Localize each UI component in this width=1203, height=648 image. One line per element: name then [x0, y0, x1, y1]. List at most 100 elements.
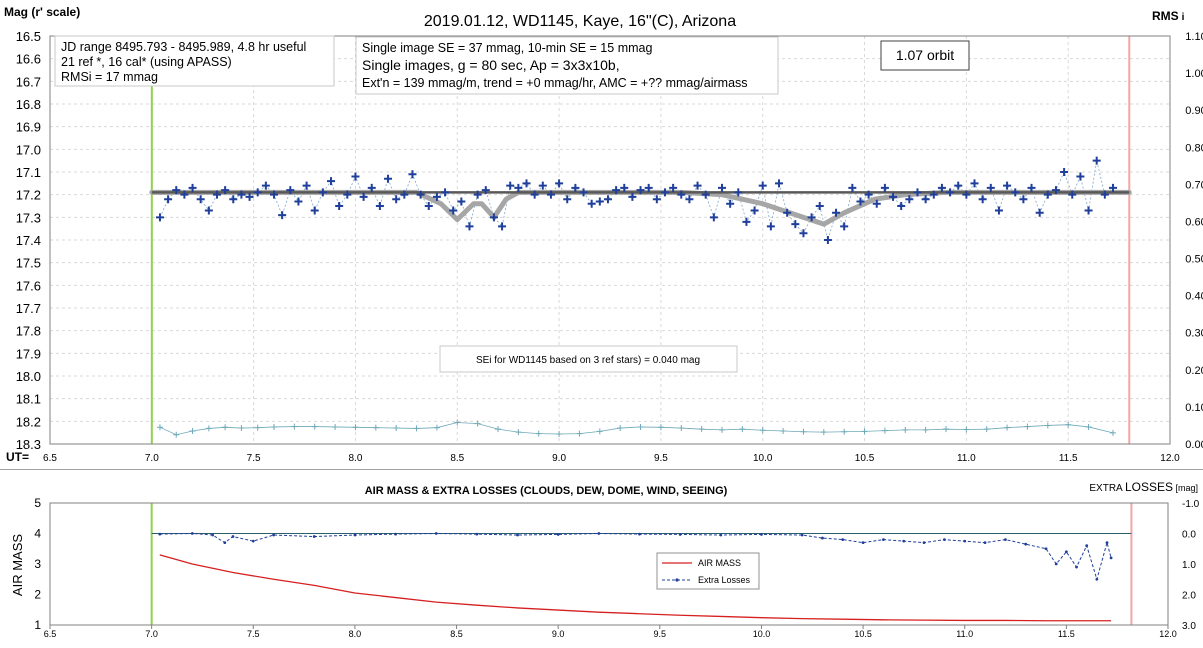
top-y-tick-label: 16.6 — [16, 52, 41, 67]
panel-divider — [0, 469, 1203, 470]
bottom-extra-losses-point — [1085, 544, 1089, 548]
top-chart-ylabel: Mag (r' scale) — [4, 5, 80, 19]
top-y2-tick-label: 0.10 — [1185, 402, 1203, 414]
top-rms-point — [983, 426, 990, 433]
top-rms-point — [556, 430, 563, 437]
top-y2-tick-label: 0.90 — [1185, 105, 1203, 117]
top-rms-point — [759, 427, 766, 434]
bottom-x-tick-label: 7.0 — [145, 629, 158, 639]
bottom-extra-losses-point — [800, 533, 804, 537]
top-rms-point — [1109, 429, 1116, 436]
top-data-point — [506, 181, 515, 190]
bottom-extra-losses-point — [394, 532, 397, 536]
top-x-tick-label: 10.0 — [753, 453, 773, 464]
bottom-y-tick-label: 4 — [34, 527, 41, 541]
bottom-extra-losses-point — [1054, 562, 1058, 566]
bottom-extra-losses-point — [251, 539, 255, 543]
top-data-point — [750, 206, 759, 215]
bottom-chart-ylabel: AIR MASS — [10, 534, 25, 596]
top-data-point — [457, 197, 466, 206]
top-data-point — [726, 199, 735, 208]
top-y-tick-label: 16.8 — [16, 97, 41, 112]
top-data-point — [538, 181, 547, 190]
top-rms-point — [678, 425, 685, 432]
top-rms-point — [372, 424, 379, 431]
top-data-point — [1027, 183, 1036, 192]
top-data-point — [343, 190, 352, 199]
bottom-chart-y2label: EXTRA LOSSES [mag] — [1089, 480, 1198, 494]
top-data-point — [775, 179, 784, 188]
top-data-point — [693, 181, 702, 190]
bottom-extra-losses-point — [272, 533, 275, 537]
top-rms-point — [352, 424, 359, 431]
top-x-tick-label: 7.0 — [145, 453, 159, 464]
bottom-extra-losses-point — [1095, 577, 1099, 581]
bottom-extra-losses-point — [922, 541, 926, 545]
top-data-point — [155, 213, 164, 222]
bottom-extra-losses-point — [312, 535, 316, 538]
sei-box-frame — [439, 345, 738, 373]
top-data-point — [1068, 190, 1077, 199]
top-data-point — [603, 195, 612, 204]
top-y-tick-label: 17.0 — [16, 142, 41, 157]
info-box-jd-line-3: RMSi = 17 mmag — [61, 70, 158, 84]
orbit-box-text: 1.07 orbit — [896, 47, 954, 63]
legend-label-air-mass: AIR MASS — [698, 558, 741, 568]
top-data-point — [318, 188, 327, 197]
top-data-point — [416, 190, 425, 199]
top-y2-tick-label: 1.00 — [1185, 68, 1203, 80]
bottom-x-tick-label: 9.5 — [654, 629, 667, 639]
top-data-point — [783, 208, 792, 217]
bottom-extra-losses-point — [190, 532, 194, 535]
top-rms-point — [861, 428, 868, 435]
top-y2-tick-label: 0.60 — [1185, 216, 1203, 228]
top-data-point — [701, 190, 710, 199]
top-y-tick-label: 17.8 — [16, 324, 41, 339]
top-x-tick-label: 11.0 — [957, 453, 976, 464]
top-data-point — [766, 222, 775, 231]
top-rms-point — [311, 423, 318, 430]
top-rms-point — [739, 426, 746, 433]
top-y-tick-label: 16.5 — [16, 29, 41, 44]
top-data-point — [791, 220, 800, 229]
top-chart-y2label: RMS i — [1152, 9, 1185, 23]
top-data-point — [1060, 168, 1069, 176]
bottom-y-tick-label: 1 — [34, 618, 41, 632]
bottom-extra-losses-point — [1105, 541, 1109, 545]
top-chart-y2label-sub: i — [1182, 12, 1185, 23]
top-rms-point — [637, 423, 644, 430]
top-data-point — [367, 183, 376, 192]
top-x-tick-label: 8.5 — [450, 453, 464, 464]
info-box-se-line-3: Ext'n = 139 mmag/m, trend = +0 mmag/hr, … — [362, 76, 748, 90]
top-data-point — [375, 202, 384, 210]
top-data-point — [530, 190, 539, 199]
bottom-y2-tick-label: 2.0 — [1182, 591, 1196, 602]
bottom-extra-losses-point — [1044, 547, 1048, 551]
bottom-x-tick-label: 11.5 — [1058, 629, 1075, 639]
bottom-extra-losses-point — [434, 532, 438, 535]
bottom-extra-losses-point — [841, 538, 845, 541]
top-x-tick-label: 10.5 — [855, 453, 875, 464]
bottom-x-tick-label: 10.5 — [854, 629, 872, 639]
bottom-extra-losses-point — [353, 533, 357, 537]
top-rms-point — [1065, 421, 1072, 428]
top-data-point — [449, 206, 458, 215]
top-y-tick-label: 18.0 — [16, 369, 41, 384]
top-rms-point — [657, 424, 664, 431]
bottom-extra-losses-point — [638, 532, 641, 536]
info-box-jd-line-1: JD range 8495.793 - 8495.989, 4.8 hr use… — [61, 40, 306, 54]
top-rms-point — [189, 428, 196, 435]
top-x-tick-label: 9.5 — [654, 453, 668, 464]
orbit-box-frame — [880, 40, 970, 71]
top-rms-point — [222, 424, 229, 431]
top-data-point — [489, 213, 498, 222]
top-data-point — [310, 206, 319, 215]
top-data-point — [709, 213, 718, 222]
bottom-extra-losses-point — [821, 536, 824, 540]
top-data-point — [864, 190, 873, 199]
top-rms-point — [841, 428, 848, 435]
bottom-extra-losses-point — [1024, 542, 1028, 546]
top-data-point — [905, 195, 914, 204]
top-rms-point — [393, 425, 400, 432]
